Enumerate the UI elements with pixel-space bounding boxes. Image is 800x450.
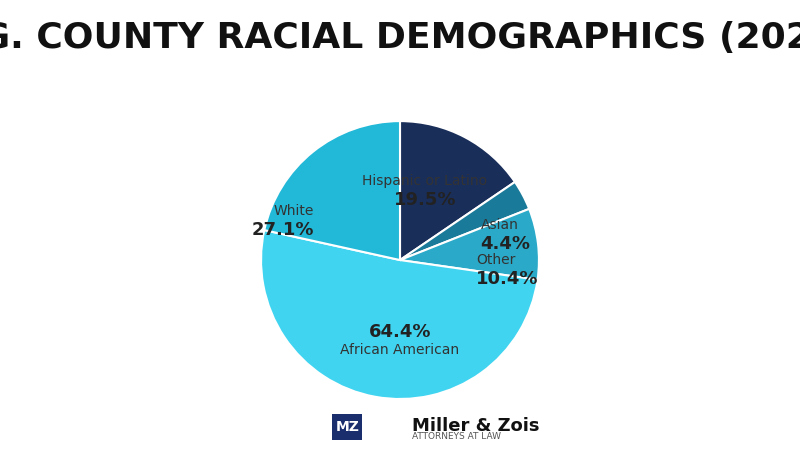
- Text: MZ: MZ: [335, 420, 359, 434]
- Wedge shape: [264, 121, 400, 260]
- Title: P.G. COUNTY RACIAL DEMOGRAPHICS (2021): P.G. COUNTY RACIAL DEMOGRAPHICS (2021): [0, 21, 800, 55]
- Text: 10.4%: 10.4%: [477, 270, 539, 288]
- Text: Other: Other: [477, 253, 516, 267]
- Wedge shape: [261, 230, 538, 399]
- Text: 19.5%: 19.5%: [394, 190, 456, 208]
- Text: White: White: [274, 204, 314, 218]
- Text: Asian: Asian: [481, 218, 518, 232]
- Text: 4.4%: 4.4%: [481, 235, 530, 253]
- Wedge shape: [400, 121, 515, 260]
- Text: 27.1%: 27.1%: [251, 221, 314, 239]
- Wedge shape: [400, 182, 529, 260]
- Text: ATTORNEYS AT LAW: ATTORNEYS AT LAW: [412, 432, 501, 441]
- Text: 64.4%: 64.4%: [369, 323, 431, 341]
- Text: Hispanic or Latino: Hispanic or Latino: [362, 174, 487, 188]
- Text: African American: African American: [341, 343, 459, 357]
- Text: Miller & Zois: Miller & Zois: [412, 417, 539, 435]
- Wedge shape: [400, 209, 539, 280]
